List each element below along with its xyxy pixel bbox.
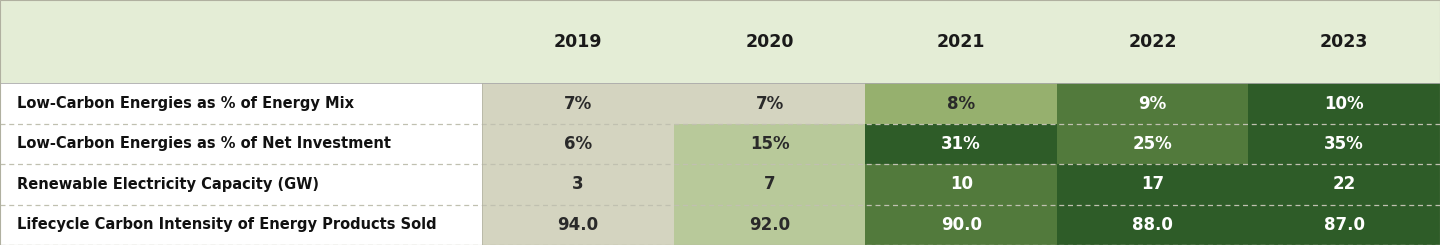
Bar: [865, 164, 1057, 205]
Bar: [865, 205, 1057, 245]
Text: 90.0: 90.0: [940, 216, 982, 234]
Bar: [1248, 205, 1440, 245]
Text: 2023: 2023: [1320, 33, 1368, 51]
Text: 94.0: 94.0: [557, 216, 599, 234]
Text: 2021: 2021: [937, 33, 985, 51]
Bar: [865, 124, 1057, 164]
Text: 31%: 31%: [942, 135, 981, 153]
Text: 10: 10: [950, 175, 972, 193]
Text: Lifecycle Carbon Intensity of Energy Products Sold: Lifecycle Carbon Intensity of Energy Pro…: [17, 217, 436, 232]
Text: 22: 22: [1332, 175, 1356, 193]
Bar: [482, 124, 674, 164]
Text: Low-Carbon Energies as % of Energy Mix: Low-Carbon Energies as % of Energy Mix: [17, 96, 354, 111]
Bar: [1248, 83, 1440, 124]
Bar: [865, 83, 1057, 124]
Text: Low-Carbon Energies as % of Net Investment: Low-Carbon Energies as % of Net Investme…: [17, 136, 392, 151]
Text: 7: 7: [763, 175, 776, 193]
Text: 2022: 2022: [1129, 33, 1176, 51]
Text: 7%: 7%: [564, 95, 592, 112]
Bar: [1057, 164, 1248, 205]
Text: 15%: 15%: [750, 135, 789, 153]
Text: 25%: 25%: [1133, 135, 1172, 153]
Bar: [0, 83, 482, 124]
Text: 35%: 35%: [1325, 135, 1364, 153]
Bar: [674, 83, 865, 124]
Bar: [1057, 83, 1248, 124]
Bar: [674, 164, 865, 205]
Bar: [0, 164, 482, 205]
Text: 2020: 2020: [746, 33, 793, 51]
Text: 88.0: 88.0: [1132, 216, 1174, 234]
Text: 17: 17: [1140, 175, 1165, 193]
Bar: [0, 205, 482, 245]
Bar: [482, 164, 674, 205]
Text: 10%: 10%: [1325, 95, 1364, 112]
Bar: [1057, 124, 1248, 164]
Bar: [674, 205, 865, 245]
Text: 3: 3: [572, 175, 585, 193]
Text: Renewable Electricity Capacity (GW): Renewable Electricity Capacity (GW): [17, 177, 320, 192]
Text: 7%: 7%: [756, 95, 783, 112]
Text: 9%: 9%: [1139, 95, 1166, 112]
Text: 92.0: 92.0: [749, 216, 791, 234]
Text: 2019: 2019: [554, 33, 602, 51]
Bar: [0, 124, 482, 164]
Bar: [1057, 205, 1248, 245]
Bar: [482, 83, 674, 124]
Bar: [1248, 164, 1440, 205]
Text: 6%: 6%: [564, 135, 592, 153]
Text: 87.0: 87.0: [1323, 216, 1365, 234]
Bar: [674, 124, 865, 164]
Bar: [482, 205, 674, 245]
Text: 8%: 8%: [948, 95, 975, 112]
Bar: [1248, 124, 1440, 164]
Bar: [0, 0, 1440, 83]
